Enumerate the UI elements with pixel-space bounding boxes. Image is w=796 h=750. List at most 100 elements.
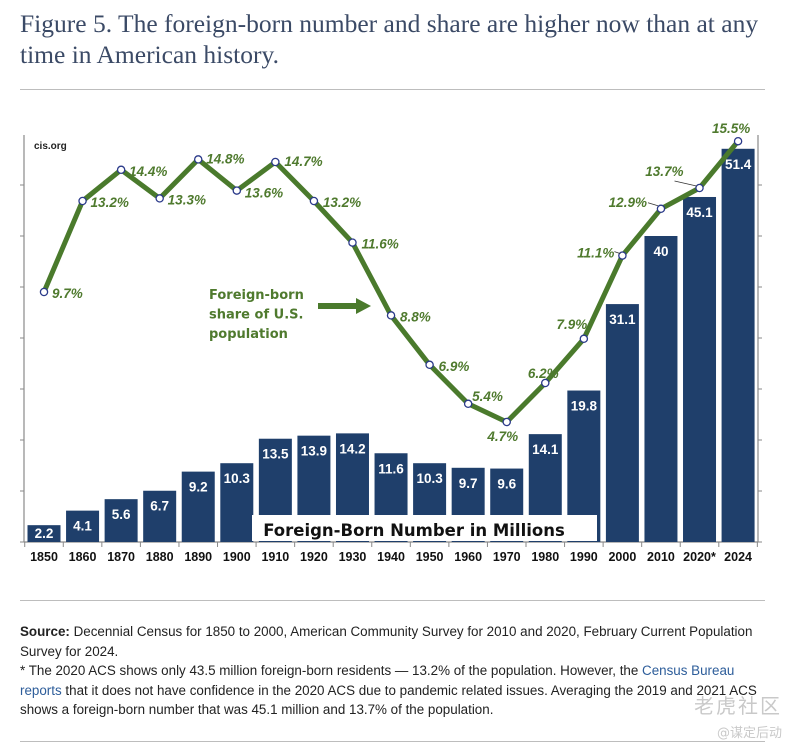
marker-1960 (463, 399, 473, 409)
bar-2000 (605, 304, 639, 542)
bar-1860 (66, 510, 100, 542)
x-tick-1900: 1900 (223, 550, 251, 564)
marker-1970 (502, 417, 511, 427)
marker-1850 (39, 287, 49, 297)
chart: cis.org 2.2 4.1 5.6 6.7 9.2 10.3 13.5 13.9 14.2 1… (20, 121, 762, 564)
bar-label-1990: 19.8 (571, 399, 598, 414)
source-watermark: cis.org (34, 141, 67, 152)
line-label-1970: 4.7% (486, 429, 518, 444)
bar-label-1930: 14.2 (339, 441, 365, 456)
line-label-1910: 14.7% (284, 154, 322, 169)
marker-1950 (425, 360, 434, 370)
marker-2000 (618, 251, 627, 260)
marker-2010 (656, 204, 666, 214)
line-label-1890: 14.8% (206, 151, 244, 166)
line-label-1990: 7.9% (556, 317, 587, 332)
bar-label-1900: 10.3 (224, 471, 251, 486)
legend-arrow-icon (356, 298, 371, 314)
marker-1990 (579, 334, 589, 344)
bar-label-2020*: 45.1 (686, 205, 713, 220)
line-labels: 9.7% 13.2% 14.4%13.3% 14.8% 13.6% 14.7% 13.2% 1… (52, 121, 750, 444)
bar-label-1920: 13.9 (301, 444, 327, 459)
marker-1880 (155, 194, 164, 203)
line-legend-label-1: share of U.S. (209, 308, 303, 323)
note-text-2: that it does not have confidence in the … (20, 682, 757, 718)
note-text-1: * The 2020 ACS shows only 43.5 million f… (20, 663, 643, 678)
bar-1900 (220, 463, 254, 542)
line-label-2010: 12.9% (609, 195, 647, 210)
bar-label-1850: 2.2 (35, 526, 54, 541)
x-tick-1910: 1910 (261, 550, 289, 564)
marker-1930 (348, 238, 357, 247)
bar-label-2000: 31.1 (609, 312, 636, 327)
watermark-text: 老虎社区 (694, 694, 782, 718)
marker-1870 (116, 165, 126, 175)
line-label-1850: 9.7% (52, 286, 83, 301)
bar-legend-label: Foreign-Born Number in Millions (263, 521, 565, 540)
bar-1850 (27, 525, 61, 542)
leader-line-2010 (647, 202, 659, 207)
bar-label-1960: 9.7 (459, 476, 478, 491)
marker-1890 (193, 155, 203, 164)
x-tick-1870: 1870 (107, 550, 135, 564)
x-tick-2000: 2000 (608, 550, 636, 564)
x-tick-labels: 1850 1860 1870 1880 1890 1900 1910 1920 1930 1940… (30, 550, 752, 564)
bar-label-2024: 51.4 (725, 157, 752, 172)
line-label-1960: 5.4% (472, 389, 503, 404)
bar-1890 (181, 471, 215, 542)
marker-2024 (733, 136, 743, 146)
x-tick-1980: 1980 (531, 550, 559, 564)
bar-label-1890: 9.2 (189, 480, 208, 495)
line-label-1930: 11.6% (361, 237, 398, 252)
marker-1920 (309, 196, 319, 206)
line-label-2000: 11.1% (577, 246, 614, 261)
marker-2020* (695, 183, 704, 193)
line-label-1940: 8.8% (400, 309, 431, 324)
x-tick-1850: 1850 (30, 550, 58, 564)
notes-divider-bottom (20, 741, 765, 742)
x-tick-2020*: 2020* (683, 550, 716, 564)
line-markers (39, 136, 743, 427)
bar-1870 (104, 499, 138, 542)
x-tick-1960: 1960 (454, 550, 482, 564)
marker-1910 (271, 157, 280, 167)
source-note: Source: Decennial Census for 1850 to 200… (20, 622, 770, 661)
bar-legend-box (252, 515, 597, 541)
asterisk-note: * The 2020 ACS shows only 43.5 million f… (20, 661, 770, 720)
marker-1860 (78, 196, 87, 206)
bar-label-1860: 4.1 (73, 519, 92, 534)
bar-2010 (644, 236, 678, 542)
x-tick-1940: 1940 (377, 550, 405, 564)
title-divider (20, 89, 765, 90)
line-label-1980: 6.2% (528, 366, 559, 381)
figure-notes: Source: Decennial Census for 1850 to 200… (20, 622, 770, 720)
bar-label-2010: 40 (653, 244, 668, 259)
x-tick-1890: 1890 (184, 550, 212, 564)
x-tick-1880: 1880 (146, 550, 174, 564)
bar-label-1880: 6.7 (150, 499, 169, 514)
bar-1880 (143, 490, 177, 542)
bar-label-1940: 11.6 (378, 461, 404, 476)
marker-1940 (386, 311, 396, 320)
line-label-2020*: 13.7% (645, 164, 683, 179)
marker-1980 (541, 378, 550, 388)
bar-labels: 2.2 4.1 5.6 6.7 9.2 10.3 13.5 13.9 14.2 11.6 10.3 9… (35, 157, 752, 541)
leader-line-2020 (674, 180, 697, 187)
x-tick-1920: 1920 (300, 550, 328, 564)
x-tick-1970: 1970 (493, 550, 521, 564)
line-label-2024: 15.5% (712, 121, 750, 136)
line-label-1900: 13.6% (245, 186, 283, 201)
line-label-1870: 14.4% (129, 164, 167, 179)
line-label-1920: 13.2% (323, 195, 361, 210)
x-tick-2024: 2024 (724, 550, 752, 564)
legend: Foreign-Born Number in Millions Foreign-b… (209, 288, 597, 541)
bar-label-1950: 10.3 (416, 471, 443, 486)
leader-line-2000 (614, 251, 621, 254)
line-label-1880: 13.3% (168, 192, 206, 207)
marker-1900 (232, 186, 242, 195)
census-bureau-reports-link[interactable]: Census Bureau reports (20, 663, 735, 698)
watermark-handle: @谋定后动 (716, 726, 782, 741)
line-label-1950: 6.9% (439, 359, 470, 374)
bar-2024 (721, 148, 755, 543)
x-tick-1930: 1930 (339, 550, 367, 564)
